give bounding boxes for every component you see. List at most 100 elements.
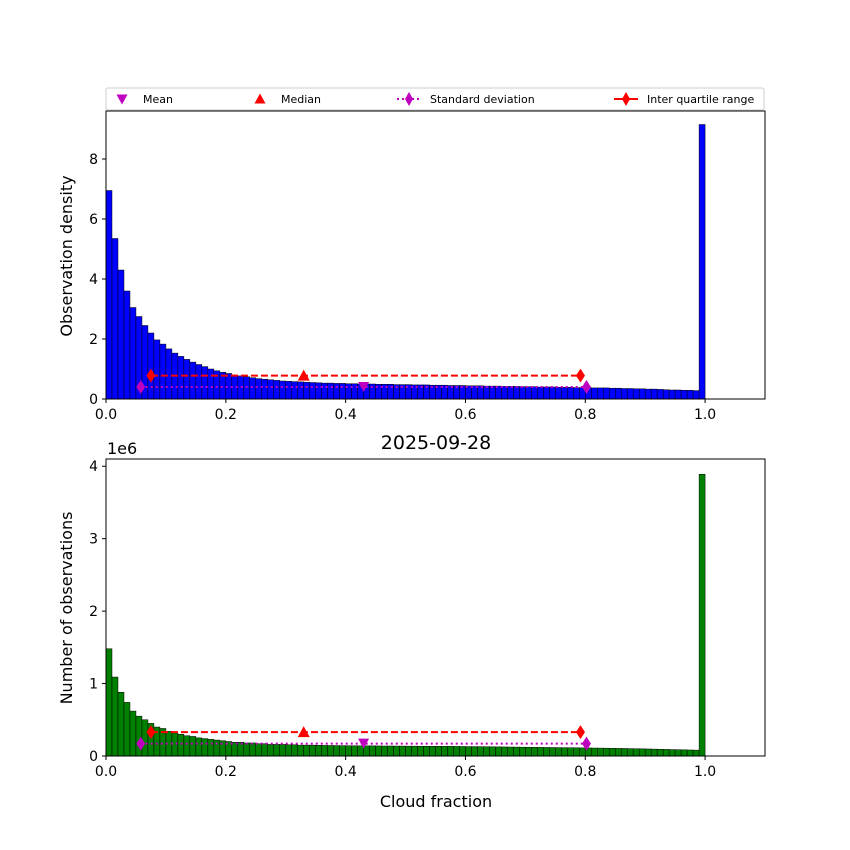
count-y-axis-label: Number of observations — [57, 512, 76, 705]
count-bar — [363, 745, 370, 757]
count-iqr-marker — [575, 725, 585, 740]
count-bar — [501, 746, 508, 757]
density-bar — [123, 290, 131, 400]
density-y-tick-label: 8 — [89, 152, 98, 168]
density-bar — [351, 383, 358, 400]
count-y-tick-label: 3 — [89, 532, 98, 548]
density-bar — [656, 389, 664, 400]
density-bar — [309, 382, 316, 400]
count-bar — [602, 747, 610, 757]
count-bar — [692, 749, 700, 757]
count-axes-frame — [105, 458, 766, 757]
density-bar — [255, 378, 263, 400]
count-bar — [626, 748, 634, 757]
count-bar — [423, 745, 430, 757]
density-bar — [626, 388, 634, 400]
count-bar — [219, 740, 227, 757]
density-x-tick-label: 0.8 — [574, 407, 596, 423]
legend-iqr-label: Inter quartile range — [647, 93, 754, 106]
count-bar — [543, 747, 550, 757]
count-bar — [351, 745, 358, 757]
density-bar — [519, 386, 526, 400]
legend: Mean Median Standard deviation Inter qua… — [105, 87, 765, 111]
count-bar — [441, 746, 448, 757]
count-bar — [429, 746, 436, 757]
legend-mean-marker-icon — [116, 94, 128, 105]
count-bar — [333, 745, 340, 757]
density-median-marker — [297, 369, 310, 381]
density-bar — [501, 386, 508, 400]
count-bar — [291, 744, 298, 757]
density-bar — [513, 386, 520, 400]
legend-median-marker-icon — [254, 93, 266, 104]
density-bar — [273, 380, 280, 400]
density-bar — [644, 388, 652, 400]
count-x-tick-label: 0.0 — [95, 764, 117, 780]
count-x-tick-label: 0.8 — [574, 764, 596, 780]
count-bar — [435, 746, 442, 757]
count-bar — [549, 747, 556, 757]
density-bar — [189, 361, 197, 400]
count-bar — [620, 748, 628, 757]
density-bar — [662, 389, 670, 400]
density-axes-frame — [105, 110, 766, 400]
count-x-tick-label: 0.6 — [454, 764, 476, 780]
density-bar — [303, 381, 310, 400]
density-bar — [537, 386, 544, 400]
count-bar — [369, 745, 376, 757]
legend-median-label: Median — [281, 93, 321, 106]
density-x-tick-label: 0.6 — [454, 407, 476, 423]
count-bar — [213, 739, 221, 757]
count-x-tick-label: 1.0 — [694, 764, 716, 780]
count-bar — [668, 749, 676, 757]
count-bar — [561, 747, 568, 757]
count-bar — [117, 692, 125, 757]
density-x-tick-label: 1.0 — [694, 407, 716, 423]
density-y-tick-label: 4 — [89, 272, 98, 288]
density-bar — [561, 387, 568, 400]
count-bar — [285, 744, 292, 757]
density-bar — [543, 386, 550, 400]
density-y-ticks: 0 2 4 6 8 — [89, 152, 106, 408]
density-x-tick-label: 0.0 — [95, 407, 117, 423]
density-bar — [159, 343, 167, 400]
density-bar — [165, 348, 173, 400]
count-bar — [489, 746, 496, 757]
legend-std-marker-icon — [405, 92, 413, 106]
density-bar — [207, 368, 215, 400]
count-bar — [297, 744, 304, 757]
density-bar — [261, 378, 269, 400]
count-bar — [129, 710, 137, 757]
count-bar — [243, 742, 251, 757]
count-bar — [459, 746, 466, 757]
density-std-marker — [581, 380, 591, 394]
count-bar — [321, 745, 328, 757]
count-bar — [279, 744, 286, 757]
density-bar — [597, 387, 604, 400]
density-bar — [249, 377, 257, 400]
count-bar — [111, 676, 119, 757]
count-bar — [303, 744, 310, 757]
density-bar — [129, 307, 137, 400]
count-bar — [387, 745, 394, 757]
count-bar — [650, 748, 658, 757]
count-bar — [579, 747, 586, 757]
density-bar — [315, 382, 322, 400]
count-bar — [525, 746, 532, 757]
density-iqr-marker — [575, 368, 585, 383]
count-bar — [632, 748, 640, 757]
density-mean-marker — [358, 382, 370, 392]
density-bar — [177, 356, 185, 400]
density-bar — [327, 382, 334, 400]
count-bar — [417, 745, 424, 757]
count-bar — [447, 746, 454, 757]
density-bar — [507, 386, 514, 400]
density-bar — [153, 339, 161, 400]
count-bar — [183, 735, 191, 757]
density-bar — [183, 359, 191, 400]
count-bar — [495, 746, 502, 757]
count-std-marker — [136, 736, 146, 751]
